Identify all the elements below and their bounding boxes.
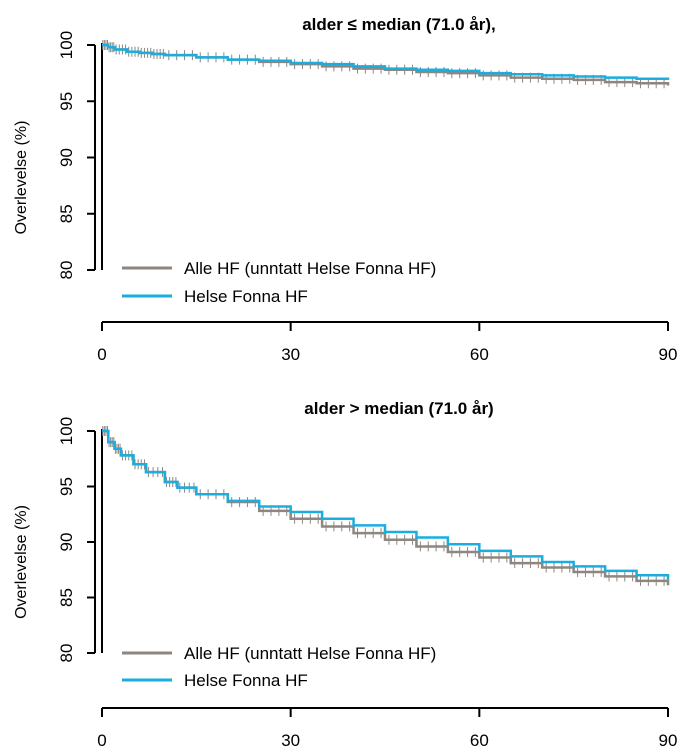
x-tick-label: 30 bbox=[281, 345, 300, 364]
y-tick-label: 80 bbox=[57, 261, 76, 280]
x-tick-label: 90 bbox=[659, 345, 678, 364]
y-tick-label: 85 bbox=[57, 204, 76, 223]
chart-title: alder > median (71.0 år) bbox=[304, 399, 493, 418]
x-tick-label: 0 bbox=[97, 345, 106, 364]
y-tick-label: 95 bbox=[57, 92, 76, 111]
legend-label-alle-hf: Alle HF (unntatt Helse Fonna HF) bbox=[184, 644, 436, 663]
x-tick-label: 60 bbox=[470, 731, 489, 750]
y-tick-label: 90 bbox=[57, 533, 76, 552]
series-line-helse-fonna bbox=[102, 429, 670, 580]
chart-title: alder ≤ median (71.0 år), bbox=[302, 15, 496, 34]
y-tick-label: 95 bbox=[57, 477, 76, 496]
panel-age-above-median: alder > median (71.0 år) 80 85 90 95 100 Overl… bbox=[13, 399, 677, 750]
y-tick-label: 100 bbox=[57, 417, 76, 445]
series-line-alle-hf bbox=[102, 429, 670, 586]
x-tick-label: 90 bbox=[659, 731, 678, 750]
legend-label-helse-fonna: Helse Fonna HF bbox=[184, 287, 308, 306]
legend-label-helse-fonna: Helse Fonna HF bbox=[184, 671, 308, 690]
legend-label-alle-hf: Alle HF (unntatt Helse Fonna HF) bbox=[184, 259, 436, 278]
x-tick-label: 60 bbox=[470, 345, 489, 364]
y-axis-label: Overlevelse (%) bbox=[13, 121, 30, 235]
y-tick-label: 100 bbox=[57, 31, 76, 59]
y-tick-label: 80 bbox=[57, 644, 76, 663]
y-axis-label: Overlevelse (%) bbox=[13, 505, 30, 619]
y-tick-label: 90 bbox=[57, 148, 76, 167]
series-line-helse-fonna bbox=[102, 43, 670, 80]
panel-age-below-median: alder ≤ median (71.0 år), 80 85 90 95 100 Over… bbox=[13, 15, 677, 364]
y-tick-label: 85 bbox=[57, 588, 76, 607]
x-tick-label: 30 bbox=[281, 731, 300, 750]
x-tick-label: 0 bbox=[97, 731, 106, 750]
